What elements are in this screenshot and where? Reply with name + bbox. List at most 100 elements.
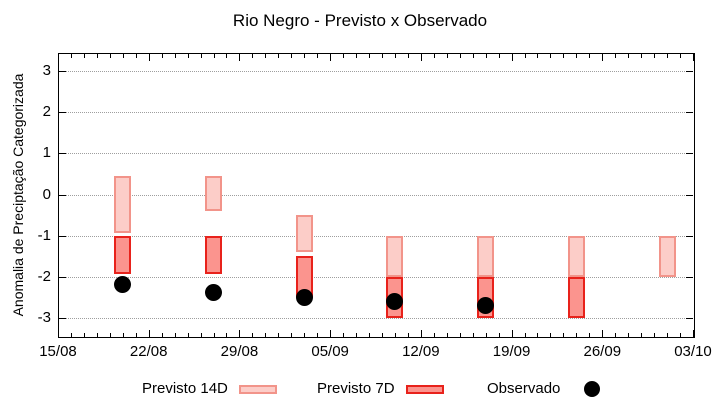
x-tick-mark (278, 54, 280, 58)
x-tick-mark (615, 333, 617, 337)
x-tick-mark (446, 54, 448, 58)
x-tick-mark (381, 54, 383, 58)
gridline (60, 276, 691, 278)
legend-item-previsto-7d: Previsto 7D (317, 377, 444, 400)
x-tick-mark (291, 54, 293, 58)
x-tick-mark (200, 54, 202, 58)
x-tick-mark (433, 54, 435, 58)
x-tick-mark (135, 333, 137, 337)
y-tick-mark (686, 71, 693, 73)
x-tick-mark (213, 54, 215, 58)
y-tick-label: 2 (42, 103, 51, 121)
y-tick-label: 1 (42, 144, 51, 162)
y-tick-label: -1 (37, 226, 51, 244)
y-tick-mark (686, 194, 693, 196)
x-tick-mark (109, 333, 111, 337)
forecast-14d-bar (658, 235, 676, 277)
legend-item-previsto-14d: Previsto 14D (142, 377, 277, 400)
x-tick-mark (122, 54, 124, 58)
x-tick-mark (83, 333, 85, 337)
x-tick-mark (641, 333, 643, 337)
plot-area (58, 53, 695, 338)
x-tick-mark (472, 54, 474, 58)
x-tick-mark (252, 54, 254, 58)
observed-dot (477, 296, 495, 314)
x-tick-mark (148, 54, 150, 61)
x-tick-mark (187, 333, 189, 337)
x-tick-mark (459, 54, 461, 58)
legend-swatch-previsto-14d (238, 385, 277, 394)
forecast-7d-bar (205, 235, 222, 275)
legend: Previsto 14D Previsto 7D Observado (0, 377, 720, 400)
x-tick-mark (394, 54, 396, 58)
y-tick-label: -3 (37, 308, 51, 326)
x-tick-mark (200, 333, 202, 337)
x-tick-mark (213, 333, 215, 337)
x-tick-mark (589, 54, 591, 58)
x-tick-mark (174, 54, 176, 58)
x-tick-mark (615, 54, 617, 58)
x-tick-mark (109, 54, 111, 58)
x-tick-mark (693, 54, 694, 61)
y-tick-mark (686, 153, 693, 155)
x-tick-label: 26/09 (583, 343, 622, 360)
x-tick-mark (680, 54, 682, 58)
x-tick-mark (96, 333, 98, 337)
x-tick-mark (602, 330, 604, 337)
y-tick-mark (686, 235, 693, 237)
x-tick-mark (524, 333, 526, 337)
x-tick-label: 12/09 (402, 343, 440, 360)
x-tick-mark (291, 333, 293, 337)
legend-dot-icon (584, 380, 601, 397)
x-tick-mark (485, 54, 487, 58)
x-tick-mark (317, 54, 319, 58)
x-tick-mark (304, 54, 306, 58)
x-tick-mark (58, 330, 59, 337)
x-tick-mark (381, 333, 383, 337)
x-tick-mark (498, 54, 500, 58)
x-tick-mark (654, 54, 656, 58)
forecast-14d-bar (567, 235, 585, 277)
y-tick-mark (59, 71, 66, 73)
x-tick-mark (446, 333, 448, 337)
forecast-14d-bar (114, 176, 132, 234)
y-tick-mark (59, 235, 66, 237)
chart-title: Rio Negro - Previsto x Observado (232, 11, 488, 30)
x-tick-mark (641, 54, 643, 58)
x-tick-mark (226, 54, 228, 58)
observed-dot (386, 292, 404, 310)
x-tick-mark (148, 330, 150, 337)
y-tick-mark (59, 317, 66, 319)
x-tick-mark (667, 333, 669, 337)
legend-label-previsto-7d: Previsto 7D (317, 380, 395, 397)
x-tick-mark (70, 333, 72, 337)
x-tick-mark (472, 333, 474, 337)
gridline (60, 112, 691, 114)
x-tick-mark (343, 54, 345, 58)
observed-dot (114, 276, 132, 294)
gridline (60, 194, 691, 196)
forecast-7d-bar (567, 276, 585, 318)
x-tick-mark (239, 330, 241, 337)
x-tick-mark (563, 333, 565, 337)
y-tick-mark (59, 194, 66, 196)
x-tick-mark (135, 54, 137, 58)
y-tick-mark (686, 276, 693, 278)
x-tick-mark (524, 54, 526, 58)
x-tick-mark (70, 54, 72, 58)
x-tick-mark (407, 333, 409, 337)
x-tick-mark (304, 333, 306, 337)
forecast-14d-bar (295, 215, 313, 252)
forecast-14d-bar (205, 176, 222, 211)
x-tick-mark (459, 333, 461, 337)
x-tick-label: 05/09 (311, 343, 349, 360)
x-tick-mark (407, 54, 409, 58)
x-tick-mark (511, 54, 513, 61)
x-tick-mark (174, 333, 176, 337)
x-tick-mark (589, 333, 591, 337)
x-tick-mark (420, 54, 422, 61)
x-tick-mark (265, 333, 267, 337)
x-tick-mark (83, 54, 85, 58)
legend-item-observado: Observado (487, 377, 601, 400)
